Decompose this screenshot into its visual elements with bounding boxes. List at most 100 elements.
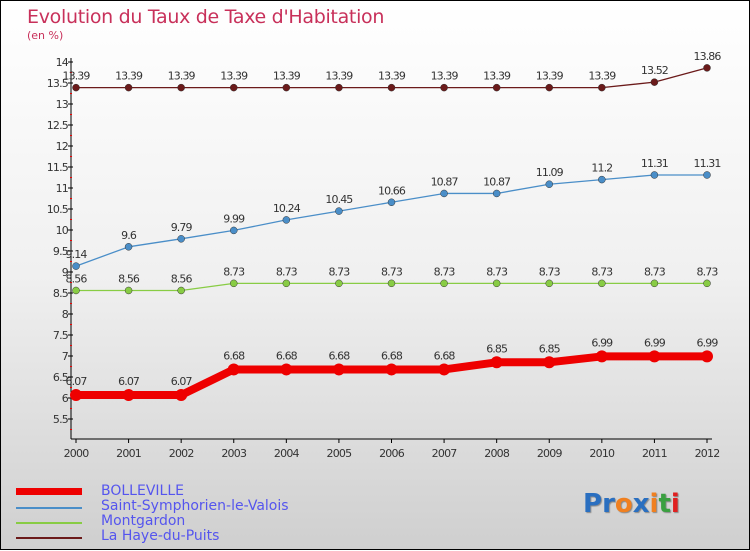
- x-tick-label: 2002: [169, 447, 194, 460]
- data-point: [282, 279, 291, 288]
- data-label: 6.07: [66, 375, 88, 388]
- data-label: 13.39: [536, 70, 564, 83]
- data-label: 11.09: [536, 166, 564, 179]
- y-tick-label: 7.5: [53, 329, 69, 342]
- data-point: [648, 350, 661, 363]
- data-label: 8.73: [697, 265, 719, 278]
- data-point: [124, 243, 133, 251]
- data-point: [175, 389, 188, 402]
- data-point: [72, 83, 80, 92]
- data-label: 8.73: [223, 265, 245, 278]
- data-label: 13.39: [483, 70, 511, 83]
- data-label: 8.56: [171, 272, 193, 285]
- data-point: [282, 83, 291, 92]
- data-point: [72, 286, 80, 295]
- data-label: 10.45: [325, 193, 353, 206]
- data-label: 8.73: [539, 265, 561, 278]
- data-label: 10.87: [483, 175, 511, 188]
- data-label: 6.07: [171, 375, 193, 388]
- legend-swatch: [16, 522, 82, 524]
- legend-swatch: [16, 507, 82, 509]
- x-tick-label: 2001: [116, 447, 141, 460]
- y-tick-label: 9.5: [53, 245, 69, 258]
- legend-label: Montgardon: [101, 513, 186, 529]
- data-point: [124, 83, 133, 92]
- data-point: [492, 279, 501, 288]
- data-point: [490, 356, 503, 369]
- data-label: 10.66: [378, 184, 406, 197]
- data-point: [227, 363, 240, 376]
- data-point: [650, 171, 659, 179]
- data-label: 6.99: [591, 336, 613, 349]
- data-point: [545, 180, 553, 188]
- data-label: 13.39: [63, 70, 91, 83]
- data-point: [177, 83, 185, 92]
- data-point: [70, 389, 82, 402]
- data-point: [280, 363, 293, 376]
- data-label: 6.68: [328, 349, 350, 362]
- y-tick-label: 11.5: [47, 161, 69, 174]
- data-label: 6.07: [118, 375, 140, 388]
- legend-label: BOLLEVILLE: [101, 483, 184, 499]
- data-label: 8.73: [381, 265, 403, 278]
- legend-item: Montgardon: [16, 513, 186, 529]
- data-label: 9.14: [66, 248, 88, 261]
- x-tick-label: 2006: [379, 447, 405, 460]
- legend-item: BOLLEVILLE: [16, 483, 184, 499]
- data-point: [543, 356, 556, 369]
- proxiti-logo: Proxiti: [583, 489, 680, 519]
- data-point: [595, 350, 608, 363]
- data-label: 6.99: [644, 336, 666, 349]
- y-axis-unit: (en %): [27, 29, 64, 42]
- data-point: [335, 207, 343, 215]
- data-point: [177, 235, 185, 243]
- data-point: [230, 83, 238, 92]
- data-label: 8.73: [644, 265, 666, 278]
- data-point: [440, 279, 448, 288]
- data-point: [438, 363, 451, 376]
- data-point: [387, 198, 396, 207]
- data-label: 8.56: [118, 272, 140, 285]
- data-point: [230, 279, 238, 288]
- data-label: 11.31: [694, 157, 721, 170]
- x-tick-label: 2011: [642, 447, 667, 460]
- y-tick-label: 9: [62, 266, 69, 279]
- x-tick-label: 2005: [327, 447, 353, 460]
- data-point: [703, 64, 711, 72]
- data-label: 13.39: [588, 70, 616, 83]
- data-label: 9.79: [171, 221, 193, 234]
- data-point: [492, 83, 501, 92]
- data-point: [545, 83, 553, 92]
- data-label: 11.2: [591, 162, 612, 175]
- y-tick-label: 12.5: [47, 119, 69, 132]
- data-label: 6.85: [539, 342, 561, 355]
- data-point: [230, 226, 238, 235]
- data-label: 13.39: [273, 70, 301, 83]
- data-point: [335, 279, 343, 288]
- data-point: [492, 189, 501, 198]
- data-label: 6.68: [223, 349, 245, 362]
- legend-item: La Haye-du-Puits: [16, 529, 219, 543]
- y-tick-label: 6: [62, 392, 69, 405]
- data-point: [598, 279, 606, 288]
- data-point: [282, 216, 291, 224]
- x-tick-label: 2004: [274, 447, 300, 460]
- y-tick-label: 11: [56, 182, 68, 195]
- y-tick-label: 14: [56, 56, 69, 69]
- data-label: 13.39: [115, 70, 143, 83]
- data-point: [122, 389, 135, 402]
- legend-item: Saint-Symphorien-le-Valois: [16, 499, 289, 513]
- data-point: [598, 83, 606, 92]
- data-point: [387, 279, 396, 288]
- data-label: 10.87: [431, 175, 459, 188]
- x-tick-label: 2008: [484, 447, 510, 460]
- y-tick-label: 10: [56, 224, 69, 237]
- legend-swatch: [16, 537, 82, 539]
- data-label: 8.73: [486, 265, 508, 278]
- data-point: [701, 350, 713, 363]
- x-tick-label: 2010: [589, 447, 615, 460]
- data-label: 8.73: [591, 265, 613, 278]
- data-label: 6.85: [486, 342, 508, 355]
